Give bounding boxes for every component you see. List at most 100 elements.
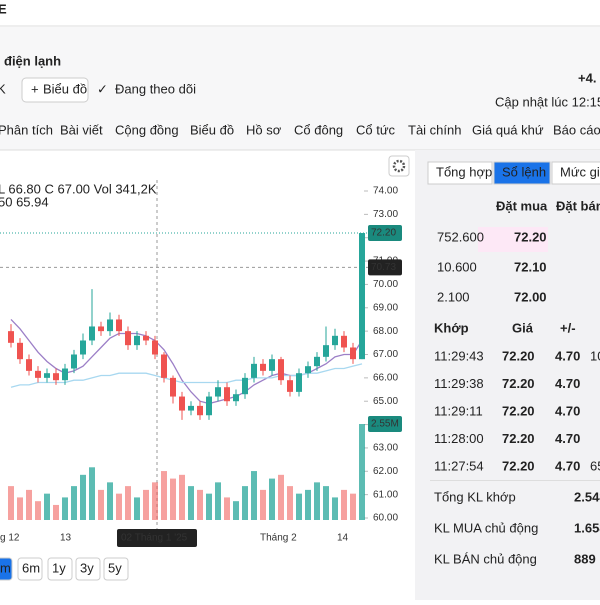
volume-tag: 2.55M (371, 419, 399, 430)
summary-value: 2.548 (574, 489, 600, 504)
nav-tab[interactable]: Cộng đồng (115, 122, 179, 137)
book-price: 72.10 (514, 259, 547, 274)
trade-price: 72.20 (502, 458, 535, 473)
y-tick-label: 70.00 (373, 279, 398, 290)
volume-bar (260, 489, 266, 520)
updated: Cập nhật lúc 12:15:07 | (495, 94, 600, 109)
volume-bar (8, 486, 14, 520)
trade-header: Khớp (434, 320, 469, 335)
candle-body (287, 380, 293, 392)
book-volume: 2.100 (437, 289, 470, 304)
range-button[interactable] (17, 557, 43, 581)
candle-body (134, 335, 140, 346)
panel-tab[interactable] (493, 161, 551, 185)
trade-time: 11:29:43 (434, 348, 484, 363)
nav-tab[interactable]: Cổ tức (356, 122, 396, 137)
candle-body (260, 363, 266, 371)
candle-body (224, 387, 230, 402)
panel-tab-label: Tổng hợp (436, 164, 492, 179)
gear-icon (392, 159, 406, 173)
range-label: 6m (22, 560, 40, 575)
panel-tab-label: Mức giá (560, 164, 600, 179)
volume-bar (125, 486, 131, 520)
candle-body (8, 331, 14, 343)
volume-bar (269, 478, 275, 520)
chart-button[interactable] (21, 77, 89, 103)
candle-body (278, 359, 284, 381)
volume-bar (26, 489, 32, 520)
volume-bar (116, 493, 122, 520)
volume-bar (278, 474, 284, 520)
volume-bar (242, 486, 248, 520)
nav-tab[interactable]: Phân tích (0, 122, 53, 137)
volume-bar (296, 493, 302, 520)
candle-body (125, 331, 131, 346)
nav-tab[interactable]: Báo cáo (553, 122, 600, 137)
x-tick-label: 13 (60, 533, 72, 544)
ticker: K (0, 81, 6, 96)
volume-bar (188, 486, 194, 520)
volume-bar (197, 489, 203, 520)
trade-time: 11:29:38 (434, 376, 484, 391)
summary-label: Tổng KL khớp (434, 489, 516, 504)
range-button[interactable] (75, 557, 101, 581)
panel-tab[interactable] (551, 161, 600, 185)
y-tick-label: 65.00 (373, 396, 398, 407)
legend-line2: 50 65.94 (0, 194, 49, 209)
range-button[interactable] (47, 557, 73, 581)
follow-button[interactable]: Đang theo dõi (115, 81, 196, 96)
panel-tab[interactable] (427, 161, 493, 185)
volume-bar (53, 504, 59, 520)
candle-body (359, 233, 365, 360)
y-tick-label: 73.00 (373, 209, 398, 220)
candle-body (332, 335, 338, 346)
nav-tab[interactable]: Biểu đồ (190, 122, 234, 137)
plus-icon: + (31, 81, 39, 96)
panel-tab-label: Sổ lệnh (502, 164, 546, 179)
volume-bar (161, 471, 167, 520)
volume-bar (71, 486, 77, 520)
nav-tab[interactable]: Giá quá khứ (472, 122, 544, 137)
summary-label: KL BÁN chủ động (434, 551, 537, 566)
candle-body (71, 354, 77, 369)
volume-bar (233, 501, 239, 520)
trade-time: 11:28:00 (434, 431, 484, 446)
candle-body (62, 368, 68, 381)
range-button[interactable] (103, 557, 129, 581)
range-button[interactable] (0, 557, 13, 581)
volume-bar (287, 486, 293, 520)
nav-tab[interactable]: Bài viết (60, 122, 103, 137)
trade-volume: 65 (590, 458, 600, 473)
book-header: Đặt mua (496, 198, 548, 213)
settings-button[interactable] (388, 155, 410, 177)
nav-tab[interactable]: Hồ sơ (246, 122, 282, 137)
summary-label: KL MUA chủ động (434, 520, 538, 535)
nav-tab[interactable]: Tài chính (408, 122, 461, 137)
last-price-tag-bg (368, 225, 402, 242)
candle-body (170, 377, 176, 397)
candle-body (116, 319, 122, 332)
candle-body (206, 396, 212, 416)
trade-price: 72.20 (502, 376, 535, 391)
candle-body (98, 326, 104, 332)
volume-bar (350, 493, 356, 520)
candle-body (161, 354, 167, 378)
volume-bar (314, 482, 320, 520)
candle-body (152, 340, 158, 355)
volume-bar (152, 482, 158, 520)
candle-body (314, 356, 320, 367)
book-price: 72.20 (514, 229, 547, 244)
trade-change: 4.70 (555, 403, 580, 418)
range-label: 3y (80, 560, 94, 575)
volume-bar (35, 501, 41, 520)
y-tick-label: 66.00 (373, 372, 398, 383)
nav-tab[interactable]: Cổ đông (294, 122, 343, 137)
volume-bar (179, 474, 185, 520)
trade-time: 11:29:11 (434, 403, 483, 418)
trade-change: 4.70 (555, 431, 580, 446)
candle-body (242, 377, 248, 395)
y-tick-label: 60.00 (373, 513, 398, 524)
divider (430, 480, 600, 481)
volume-bar (341, 489, 347, 520)
